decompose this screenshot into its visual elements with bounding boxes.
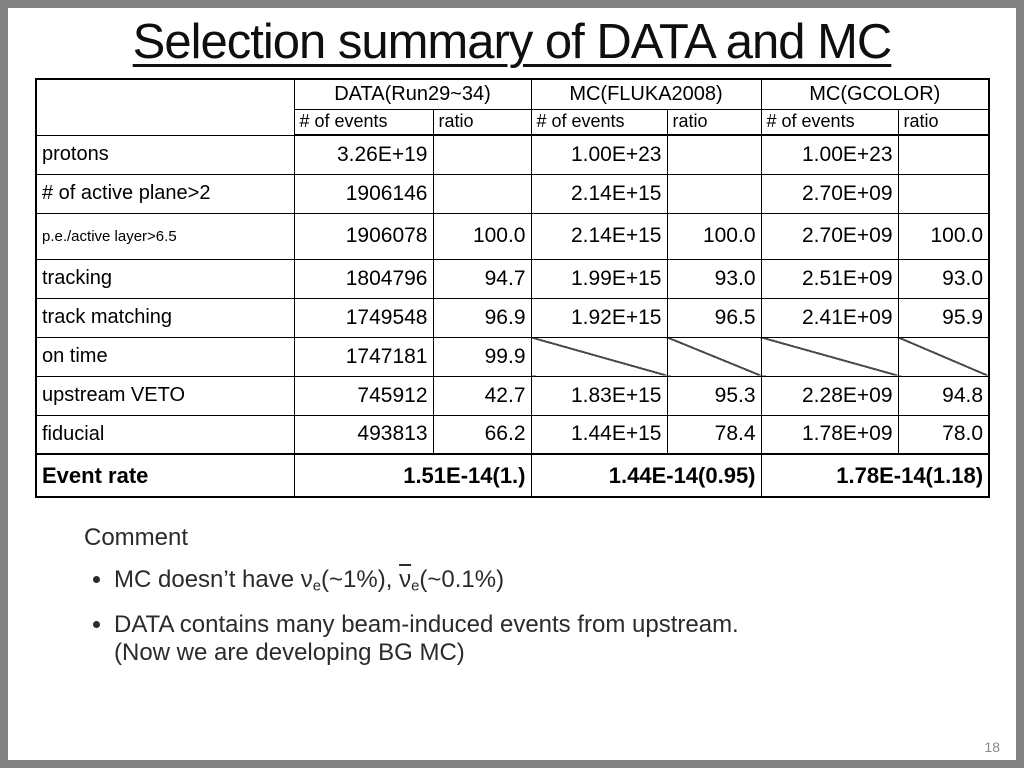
- table-cell: 93.0: [666, 258, 762, 299]
- table-cell: [666, 134, 762, 175]
- table-cell: 2.28E+09: [760, 375, 899, 416]
- subheader-events: # of events: [760, 108, 899, 136]
- row-label: upstream VETO: [35, 375, 295, 416]
- table-row: p.e./active layer>6.5 1906078 100.0 2.14…: [35, 212, 990, 260]
- table-cell: 1747181: [293, 336, 434, 377]
- table-row: on time 1747181 99.9: [35, 336, 990, 377]
- comment-text: DATA contains many beam-induced events f…: [114, 610, 739, 638]
- table-cell: 2.70E+09: [760, 173, 899, 214]
- table-cell: 2.14E+15: [530, 212, 668, 260]
- corner-cell: [35, 78, 295, 136]
- table-cell: [432, 173, 532, 214]
- table-cell: 1.78E+09: [760, 414, 899, 455]
- subheader-ratio: ratio: [666, 108, 762, 136]
- table-group-header-row: DATA(Run29~34) MC(FLUKA2008) MC(GCOLOR): [35, 78, 990, 136]
- row-label: tracking: [35, 258, 295, 299]
- comment-text: (~1%),: [321, 566, 400, 593]
- slash-cell: [760, 336, 899, 377]
- page-number: 18: [984, 739, 1000, 755]
- row-label: fiducial: [35, 414, 295, 455]
- table-cell: 94.8: [897, 375, 990, 416]
- table-cell: 3.26E+19: [293, 134, 434, 175]
- row-label: track matching: [35, 297, 295, 338]
- row-label: # of active plane>2: [35, 173, 295, 214]
- table-row: upstream VETO 745912 42.7 1.83E+15 95.3 …: [35, 375, 990, 416]
- comment-text: (Now we are developing BG MC): [114, 638, 465, 666]
- comment-list: MC doesn’t have νe(~1%), νe(~0.1%) DATA …: [70, 566, 1016, 667]
- subheader-events: # of events: [293, 108, 434, 136]
- table-cell: 78.4: [666, 414, 762, 455]
- group-header-fluka: MC(FLUKA2008): [530, 78, 762, 110]
- table-cell: 100.0: [666, 212, 762, 260]
- subheader-ratio: ratio: [432, 108, 532, 136]
- subscript-e: e: [411, 578, 420, 595]
- table-cell: 2.70E+09: [760, 212, 899, 260]
- table-cell: 1.00E+23: [760, 134, 899, 175]
- table-cell: 100.0: [897, 212, 990, 260]
- row-label: p.e./active layer>6.5: [35, 212, 295, 260]
- table-cell: 493813: [293, 414, 434, 455]
- comment-text: MC doesn’t have ν: [114, 566, 313, 593]
- table-cell: 745912: [293, 375, 434, 416]
- table-cell: 1906078: [293, 212, 434, 260]
- table-cell: 1.00E+23: [530, 134, 668, 175]
- table-cell: 93.0: [897, 258, 990, 299]
- table-cell: 2.41E+09: [760, 297, 899, 338]
- event-rate-fluka: 1.44E-14(0.95): [530, 453, 762, 498]
- table-row: fiducial 493813 66.2 1.44E+15 78.4 1.78E…: [35, 414, 990, 455]
- slash-cell: [530, 336, 668, 377]
- nu-bar: ν: [399, 566, 412, 593]
- group-header-gcolor: MC(GCOLOR): [760, 78, 990, 110]
- row-label: protons: [35, 134, 295, 175]
- comments-section: Comment MC doesn’t have νe(~1%), νe(~0.1…: [70, 524, 1016, 667]
- subscript-e: e: [312, 578, 322, 595]
- row-label: Event rate: [35, 453, 295, 498]
- table-cell: 1804796: [293, 258, 434, 299]
- comment-bullet-2: DATA contains many beam-induced events f…: [114, 611, 1016, 667]
- slash-cell: [666, 336, 762, 377]
- table-cell: 96.5: [666, 297, 762, 338]
- table-cell: 100.0: [432, 212, 532, 260]
- table-cell: 94.7: [432, 258, 532, 299]
- table-cell: 95.9: [897, 297, 990, 338]
- row-label: on time: [35, 336, 295, 377]
- table-cell: 1906146: [293, 173, 434, 214]
- table-cell: 78.0: [897, 414, 990, 455]
- slide-title: Selection summary of DATA and MC: [132, 15, 893, 69]
- group-header-data: DATA(Run29~34): [293, 78, 532, 110]
- table-cell: 99.9: [432, 336, 532, 377]
- table-cell: 66.2: [432, 414, 532, 455]
- comment-text: (~0.1%): [419, 566, 505, 593]
- table-cell: 2.14E+15: [530, 173, 668, 214]
- table-cell: [897, 173, 990, 214]
- table-cell: 1.44E+15: [530, 414, 668, 455]
- table-cell: 1.99E+15: [530, 258, 668, 299]
- table-cell: 42.7: [432, 375, 532, 416]
- comment-bullet-1: MC doesn’t have νe(~1%), νe(~0.1%): [114, 566, 1016, 595]
- table-subheader-row: # of events ratio # of events ratio # of…: [36, 108, 990, 136]
- table-cell: 1749548: [293, 297, 434, 338]
- table-cell: [666, 173, 762, 214]
- table-cell: 96.9: [432, 297, 532, 338]
- table-cell: 1.83E+15: [530, 375, 668, 416]
- table-row: protons 3.26E+19 1.00E+23 1.00E+23: [35, 134, 990, 175]
- table-cell: [432, 134, 532, 175]
- table-row: track matching 1749548 96.9 1.92E+15 96.…: [35, 297, 990, 338]
- subheader-ratio: ratio: [897, 108, 990, 136]
- selection-summary-table: DATA(Run29~34) MC(FLUKA2008) MC(GCOLOR) …: [35, 78, 991, 498]
- event-rate-data: 1.51E-14(1.): [293, 453, 532, 498]
- table-cell: 1.92E+15: [530, 297, 668, 338]
- table-cell: [897, 134, 990, 175]
- event-rate-row: Event rate 1.51E-14(1.) 1.44E-14(0.95) 1…: [35, 453, 990, 498]
- slide: Selection summary of DATA and MC DATA(Ru…: [8, 8, 1016, 760]
- table-cell: 95.3: [666, 375, 762, 416]
- table-row: # of active plane>2 1906146 2.14E+15 2.7…: [35, 173, 990, 214]
- comment-heading: Comment: [84, 524, 189, 551]
- subheader-events: # of events: [530, 108, 668, 136]
- table-row: tracking 1804796 94.7 1.99E+15 93.0 2.51…: [35, 258, 990, 299]
- slash-cell: [897, 336, 990, 377]
- event-rate-gcolor: 1.78E-14(1.18): [760, 453, 990, 498]
- table-cell: 2.51E+09: [760, 258, 899, 299]
